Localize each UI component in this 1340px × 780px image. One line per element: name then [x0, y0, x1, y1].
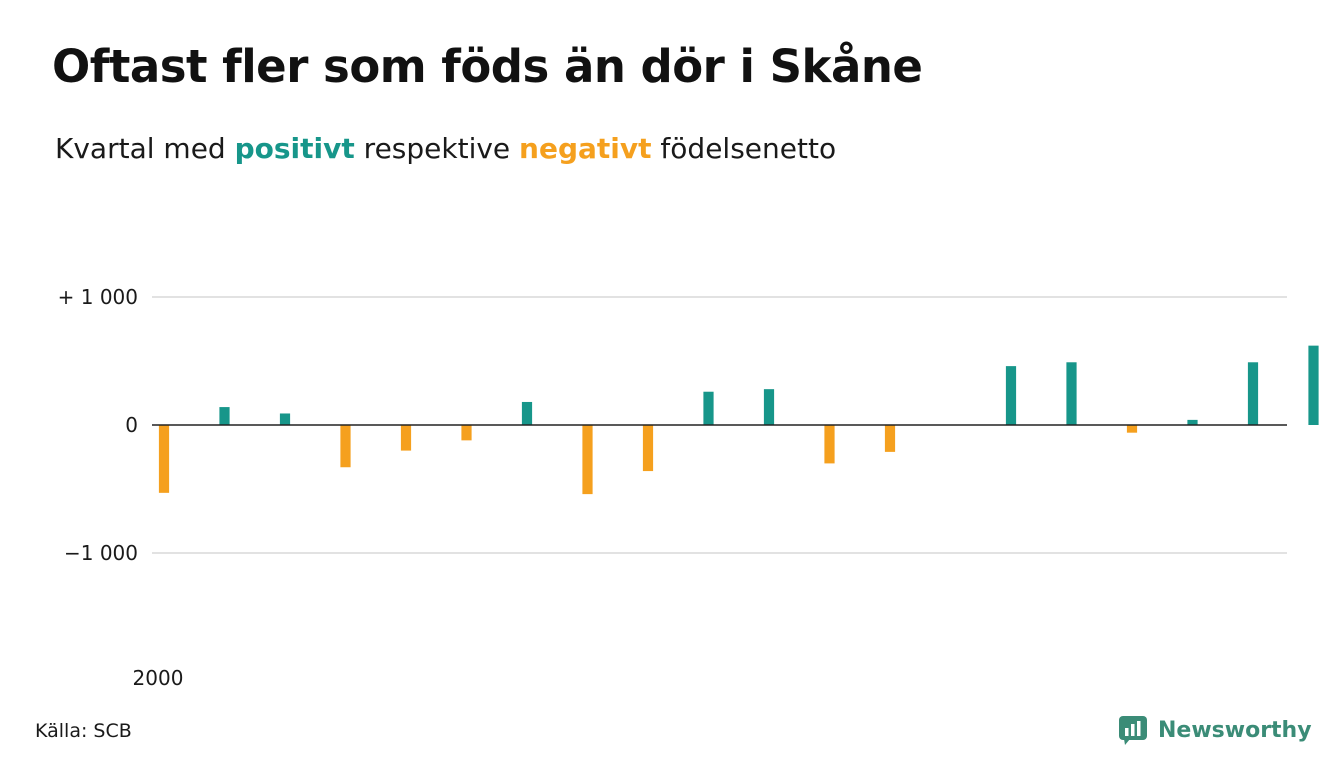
- bars: 2000-Q1: -530 2000-Q2: 140 2000-Q3: 90 2000…: [158, 345, 1319, 495]
- bar-positive: 2002-Q2: 260: [703, 391, 714, 425]
- bar-positive: 2004-Q2: 40: [1187, 419, 1198, 425]
- bar-positive: 2000-Q3: 90: [279, 413, 291, 425]
- y-axis-tick-labels: + 1 000 0 −1 000: [58, 285, 138, 565]
- bar-positive: 2004-Q4: 620: [1308, 345, 1319, 425]
- brand-name: Newsworthy: [1158, 717, 1312, 743]
- chart-title: Oftast fler som föds än dör i Skåne: [52, 40, 923, 93]
- y-tick-label: + 1 000: [58, 285, 138, 309]
- subtitle-positive-word: positivt: [234, 132, 355, 165]
- newsworthy-logo-icon: [1119, 716, 1147, 745]
- bar-positive: 2003-Q4: 490: [1066, 362, 1077, 425]
- gridlines: [152, 296, 1287, 554]
- bar-positive: 2002-Q3: 280: [763, 389, 775, 425]
- source-note: Källa: SCB: [35, 720, 132, 742]
- subtitle-negative-word: negativt: [519, 132, 652, 165]
- bar-positive: 2003-Q3: 460: [1005, 366, 1017, 425]
- bar-negative: 2002-Q4: -300: [824, 425, 835, 464]
- x-tick-label: 2000: [133, 666, 184, 690]
- y-tick-label: −1 000: [64, 541, 138, 565]
- bar-negative: 2002-Q1: -360: [642, 425, 654, 472]
- chart-subtitle: Kvartal med positivt respektive negativt…: [55, 132, 836, 165]
- subtitle-text-start: Kvartal med: [55, 132, 235, 165]
- bar-negative: 2000-Q4: -330: [340, 425, 351, 468]
- y-tick-label: 0: [125, 413, 138, 437]
- subtitle-text-end: födelsenetto: [651, 132, 837, 165]
- newsworthy-brand: Newsworthy: [1118, 715, 1312, 745]
- bar-negative: 2001-Q1: -200: [400, 425, 412, 451]
- subtitle-text-middle: respektive: [354, 132, 520, 165]
- bar-chart: + 1 000 0 −1 000 2000-Q1: -530 2000-Q2: 140…: [58, 285, 1319, 690]
- bar-positive: 2001-Q3: 180: [521, 401, 533, 425]
- x-axis-tick-labels: 20002005201020152020: [133, 666, 184, 690]
- bar-positive: 2004-Q3: 490: [1247, 362, 1259, 425]
- bar-negative: 2003-Q1: -210: [884, 425, 896, 452]
- bar-negative: 2001-Q2: -120: [461, 425, 472, 441]
- bar-positive: 2000-Q2: 140: [219, 407, 230, 425]
- bar-negative: 2000-Q1: -530: [158, 425, 170, 493]
- bar-negative: 2001-Q4: -540: [582, 425, 593, 495]
- bar-negative: 2004-Q1: -60: [1126, 425, 1138, 433]
